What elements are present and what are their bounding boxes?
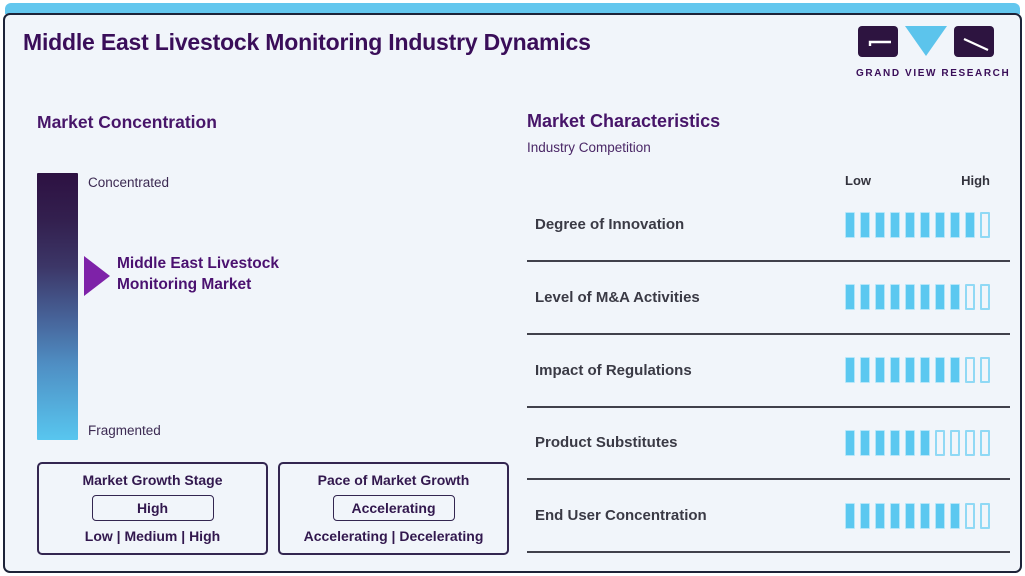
rating-bar-filled	[905, 429, 915, 456]
market-growth-stage-box: Market Growth Stage High Low | Medium | …	[37, 462, 268, 555]
characteristic-row: Impact of Regulations	[527, 335, 1010, 408]
rating-bar-filled	[875, 211, 885, 238]
rating-bar-filled	[950, 357, 960, 384]
brand-name: GRAND VIEW RESEARCH	[856, 68, 1011, 79]
row-label: Product Substitutes	[535, 434, 678, 452]
rating-bars	[845, 429, 990, 456]
top-accent-strip	[5, 3, 1020, 14]
rating-bars	[845, 502, 990, 529]
rating-bar-filled	[890, 284, 900, 311]
market-pointer-line2: Monitoring Market	[117, 276, 252, 293]
rating-bar-filled	[845, 211, 855, 238]
pace-options: Accelerating | Decelerating	[303, 528, 484, 544]
rating-bars	[845, 284, 990, 311]
rating-bar-empty	[980, 502, 990, 529]
rating-bar-filled	[905, 502, 915, 529]
rating-bar-empty	[980, 211, 990, 238]
rating-bar-filled	[875, 502, 885, 529]
rating-bars	[845, 357, 990, 384]
rating-bar-filled	[905, 284, 915, 311]
rating-bar-filled	[875, 357, 885, 384]
rating-bar-filled	[875, 429, 885, 456]
rating-bar-filled	[920, 502, 930, 529]
rating-bar-filled	[920, 429, 930, 456]
rating-bar-empty	[950, 429, 960, 456]
characteristic-row: End User Concentration	[527, 480, 1010, 554]
rating-bar-filled	[905, 357, 915, 384]
rating-bar-filled	[950, 502, 960, 529]
growth-stage-options: Low | Medium | High	[84, 528, 221, 544]
rating-bar-filled	[860, 429, 870, 456]
market-pointer-label: Middle East Livestock Monitoring Market	[117, 253, 279, 295]
pace-title: Pace of Market Growth	[317, 472, 470, 488]
rating-bar-filled	[845, 357, 855, 384]
market-concentration-heading: Market Concentration	[37, 112, 217, 132]
pace-of-growth-box: Pace of Market Growth Accelerating Accel…	[278, 462, 509, 555]
industry-competition-subheading: Industry Competition	[527, 140, 651, 155]
rating-bar-filled	[875, 284, 885, 311]
rating-bar-empty	[980, 429, 990, 456]
rating-bar-filled	[890, 357, 900, 384]
pace-value: Accelerating	[332, 495, 455, 521]
rating-bar-filled	[860, 357, 870, 384]
characteristic-row: Level of M&A Activities	[527, 262, 1010, 335]
rating-bar-filled	[845, 502, 855, 529]
market-characteristics-heading: Market Characteristics	[527, 111, 721, 131]
row-label: End User Concentration	[535, 507, 707, 525]
growth-stage-title: Market Growth Stage	[82, 472, 223, 488]
concentration-gradient-bar	[37, 173, 78, 440]
rating-bar-filled	[890, 502, 900, 529]
characteristic-row: Product Substitutes	[527, 408, 1010, 481]
rating-bar-filled	[860, 211, 870, 238]
rating-bar-empty	[965, 429, 975, 456]
rating-bars	[845, 211, 990, 238]
characteristic-row: Degree of Innovation	[527, 189, 1010, 263]
rating-bar-filled	[860, 502, 870, 529]
rating-bar-filled	[950, 284, 960, 311]
rating-bar-filled	[935, 211, 945, 238]
rating-bar-filled	[845, 284, 855, 311]
rating-bar-filled	[845, 429, 855, 456]
row-label: Impact of Regulations	[535, 361, 692, 379]
rating-bar-empty	[965, 357, 975, 384]
rating-scale-labels: Low High	[845, 173, 990, 188]
scale-low-label: Low	[845, 173, 871, 188]
rating-bar-filled	[935, 284, 945, 311]
growth-stage-value: High	[91, 495, 214, 521]
rating-bar-empty	[965, 284, 975, 311]
rating-bar-filled	[935, 357, 945, 384]
fragmented-label: Fragmented	[88, 423, 161, 438]
row-label: Level of M&A Activities	[535, 288, 700, 306]
rating-bar-filled	[905, 211, 915, 238]
characteristics-rows: Degree of Innovation Level of M&A Activi…	[527, 189, 1010, 554]
gvr-logo-mark	[858, 26, 994, 57]
rating-bar-filled	[950, 211, 960, 238]
infographic-card: Middle East Livestock Monitoring Industr…	[3, 13, 1022, 573]
market-pointer-line1: Middle East Livestock	[117, 255, 279, 272]
rating-bar-empty	[980, 357, 990, 384]
rating-bar-empty	[965, 502, 975, 529]
rating-bar-filled	[890, 211, 900, 238]
rating-bar-filled	[965, 211, 975, 238]
scale-high-label: High	[961, 173, 990, 188]
concentrated-label: Concentrated	[88, 175, 170, 190]
rating-bar-filled	[920, 357, 930, 384]
row-label: Degree of Innovation	[535, 216, 685, 234]
rating-bar-filled	[935, 502, 945, 529]
rating-bar-filled	[860, 284, 870, 311]
market-pointer-arrow-icon	[84, 256, 110, 296]
rating-bar-filled	[890, 429, 900, 456]
page-title: Middle East Livestock Monitoring Industr…	[23, 29, 591, 55]
rating-bar-filled	[920, 211, 930, 238]
rating-bar-empty	[980, 284, 990, 311]
rating-bar-empty	[935, 429, 945, 456]
grand-view-research-logo: GRAND VIEW RESEARCH	[856, 25, 1011, 79]
rating-bar-filled	[920, 284, 930, 311]
